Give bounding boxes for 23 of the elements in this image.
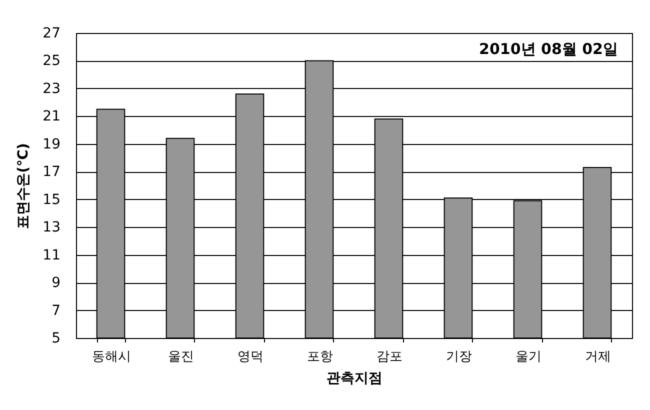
x-tick-label: 거제 xyxy=(584,350,611,364)
x-tick-label: 동해시 xyxy=(92,350,131,364)
y-tick-label: 9 xyxy=(52,275,60,292)
y-tick-label: 15 xyxy=(42,192,60,208)
y-tick-label: 19 xyxy=(42,136,60,152)
x-tick-label: 기장 xyxy=(446,350,472,364)
y-tick-label: 23 xyxy=(42,80,60,97)
x-tick-label: 영덕 xyxy=(237,350,264,364)
y-tick-label: 17 xyxy=(42,164,60,180)
y-tick-label: 21 xyxy=(42,108,60,125)
y-tick-label: 25 xyxy=(42,53,60,70)
y-tick-label: 5 xyxy=(52,330,60,346)
y-tick-label: 27 xyxy=(42,26,60,42)
y-axis-title: 표면수온(℃) xyxy=(16,143,32,229)
x-tick-label: 울기 xyxy=(515,350,542,364)
x-tick-label: 울진 xyxy=(168,350,194,364)
y-tick-label: 13 xyxy=(42,220,60,236)
annotation: 2010년 08월 02일 xyxy=(479,40,618,58)
x-tick-label: 감포 xyxy=(376,350,402,364)
x-axis-title: 관측지점 xyxy=(326,370,382,386)
y-tick-label: 11 xyxy=(42,247,60,264)
y-tick-label: 7 xyxy=(52,302,60,319)
x-tick-label: 포항 xyxy=(306,350,333,364)
